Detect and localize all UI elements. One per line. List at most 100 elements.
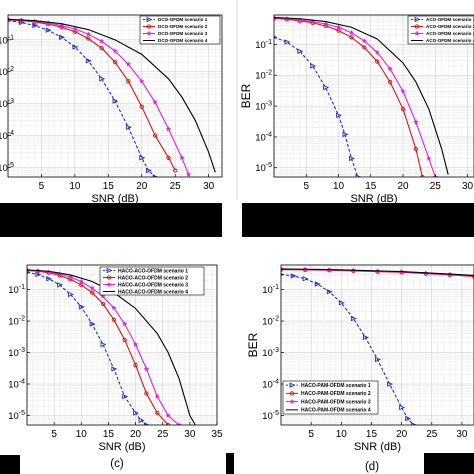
data-point — [78, 278, 85, 284]
legend-label-4: DCO-OFDM scenario 4 — [158, 38, 208, 43]
data-point — [322, 21, 329, 27]
x-tick-label: 10 — [76, 429, 88, 440]
series-line-1 — [8, 20, 156, 177]
legend-marker — [146, 24, 152, 29]
series-line-2 — [8, 19, 176, 171]
x-tick-label: 25 — [430, 181, 442, 192]
legend-marker — [414, 24, 420, 29]
legend-label-1: HACO-ACO-OFDM scenario 1 — [118, 268, 188, 274]
series-group — [274, 15, 449, 177]
x-tick-label: 15 — [365, 181, 377, 192]
data-point — [100, 341, 107, 348]
data-point — [400, 88, 406, 94]
legend-label-3: ACO-OFDM scenario 3 — [426, 31, 474, 36]
data-point — [310, 63, 317, 69]
legend-label-3: HACO-PAM-OFDM scenario 3 — [301, 399, 371, 405]
x-tick-label: 5 — [303, 181, 309, 192]
data-point — [72, 25, 78, 32]
legend-marker — [289, 382, 296, 388]
series-line-3 — [274, 17, 436, 177]
data-point — [375, 356, 381, 363]
legend-box — [407, 15, 474, 45]
data-point — [387, 381, 394, 387]
y-tick-label: 10-5 — [8, 410, 25, 422]
y-tick-label: 10-4 — [0, 130, 14, 142]
data-point — [133, 362, 138, 368]
data-point — [338, 300, 345, 306]
axes-frame — [280, 264, 474, 426]
data-point — [426, 155, 432, 161]
y-tick-label: 10-1 — [262, 284, 279, 296]
chart-panel-4: 5 10 15 20 25 30 10-1 10-2 10-3 10-4 10-5 SNR (dB) B… — [246, 264, 474, 473]
series-line-4 — [274, 16, 449, 175]
x-tick-label: 30 — [456, 429, 468, 440]
data-point — [111, 317, 117, 322]
legend-marker — [289, 391, 295, 396]
x-tick-label: 15 — [103, 429, 115, 440]
y-tick-label: 10-2 — [255, 70, 272, 82]
data-point — [57, 282, 64, 288]
data-point — [413, 119, 419, 125]
legend-marker — [289, 398, 295, 405]
data-point — [405, 415, 412, 422]
data-point — [125, 61, 132, 67]
x-tick-label: 15 — [366, 429, 378, 440]
data-point — [336, 28, 341, 33]
data-point — [143, 366, 150, 372]
x-tick-label: 30 — [184, 429, 196, 440]
legend-label-3: DCO-OFDM scenario 3 — [158, 31, 208, 36]
data-point — [112, 59, 118, 65]
data-point — [85, 58, 92, 64]
legend-box — [139, 15, 221, 45]
y-tick-label: 10-1 — [0, 34, 14, 46]
data-point — [85, 31, 92, 37]
chart-panel-1: 5 10 15 20 25 30 10-1 10-2 10-3 10-4 10-5 SNR (dB) (… — [0, 14, 223, 223]
data-point — [132, 341, 139, 347]
series-line-4 — [281, 268, 474, 276]
series-line-1 — [274, 36, 359, 177]
data-point — [100, 293, 106, 299]
y-axis-label: BER — [246, 332, 260, 357]
series-line-4 — [8, 18, 216, 173]
data-point — [122, 337, 127, 343]
panel-caption: (b) — [351, 210, 365, 222]
data-point — [99, 45, 104, 51]
data-point — [32, 22, 39, 29]
data-point — [348, 29, 355, 36]
data-point — [348, 155, 355, 162]
data-point — [100, 301, 106, 307]
x-axis-label: SNR (dB) — [98, 441, 145, 453]
x-tick-label: 5 — [51, 429, 57, 440]
data-point — [336, 112, 343, 119]
legend-label-2: HACO-ACO-OFDM scenario 2 — [118, 275, 188, 281]
data-point — [361, 37, 368, 44]
data-point — [284, 39, 291, 45]
legend-label-1: DCO-OFDM scenario 1 — [158, 17, 208, 22]
data-point — [35, 271, 42, 278]
series-group — [8, 16, 216, 177]
y-tick-label: 10-5 — [262, 410, 279, 422]
data-point — [121, 321, 128, 327]
data-point — [413, 147, 419, 152]
legend-label-1: HACO-PAM-OFDM scenario 1 — [301, 383, 371, 389]
y-tick-label: 10-4 — [255, 131, 272, 143]
y-tick-label: 10-3 — [8, 347, 25, 359]
legend: HACO-PAM-OFDM scenario 1 HACO-PAM-OFDM sc… — [282, 380, 379, 415]
data-point — [86, 36, 91, 41]
x-tick-label: 10 — [333, 181, 345, 192]
data-point — [326, 289, 333, 295]
black-bar-left-top — [0, 203, 222, 237]
data-point — [362, 45, 367, 50]
x-tick-label: 5 — [308, 429, 314, 440]
data-point — [122, 393, 129, 400]
data-point — [143, 422, 150, 425]
black-bar-left-bottom — [0, 455, 20, 474]
x-tick-label: 30 — [203, 181, 215, 192]
x-tick-label: 20 — [396, 429, 408, 440]
x-tick-label: 10 — [336, 429, 348, 440]
legend-marker — [106, 267, 113, 274]
x-tick-label: 25 — [170, 181, 182, 192]
legend-label-1: ACO-OFDM scenario 1 — [426, 17, 474, 22]
